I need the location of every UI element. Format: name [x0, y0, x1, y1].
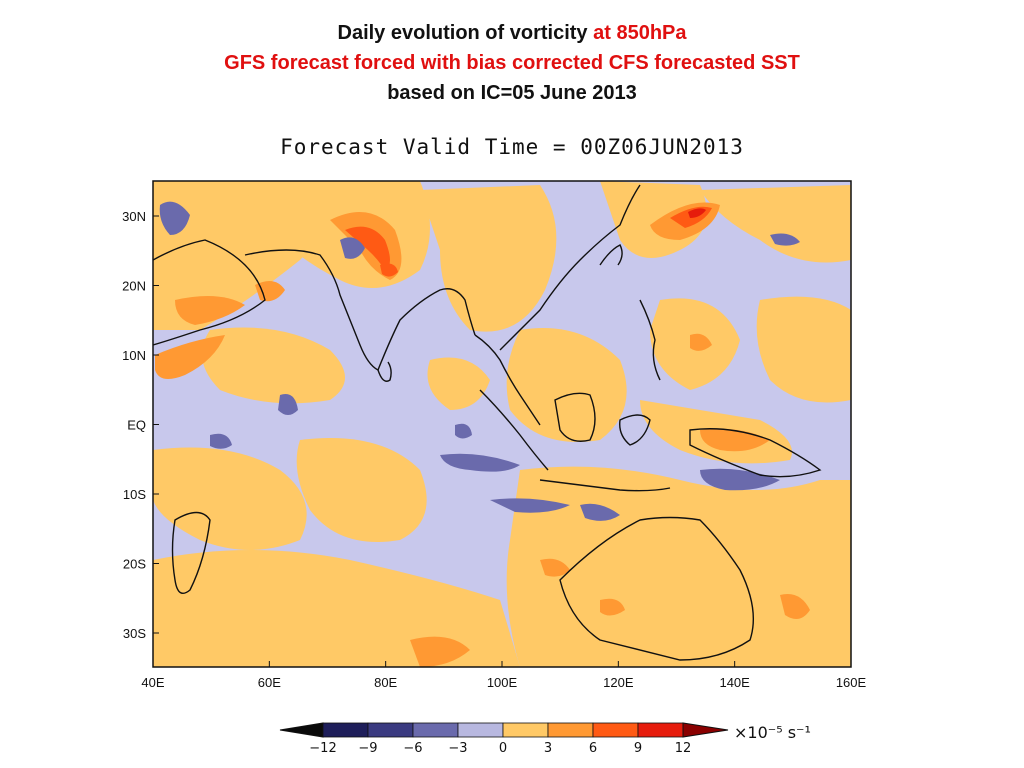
y-tick-label: EQ	[127, 418, 146, 433]
title-line-1: Daily evolution of vorticity at 850hPa	[0, 18, 1024, 48]
forecast-valid-time: Forecast Valid Time = 00Z06JUN2013	[280, 135, 744, 159]
colorbar-swatch	[322, 722, 369, 738]
y-tick-label: 10S	[123, 487, 146, 502]
x-axis: 40E 60E 80E 100E 120E 140E 160E	[141, 661, 867, 690]
colorbar-label: −12	[309, 741, 336, 756]
colorbar-label: −6	[403, 741, 422, 756]
y-tick-label: 30S	[123, 626, 146, 641]
colorbar-swatch	[367, 722, 414, 738]
y-tick-label: 30N	[122, 209, 146, 224]
colorbar-label: 0	[499, 741, 507, 756]
colorbar-units: ×10⁻⁵ s⁻¹	[734, 723, 811, 742]
colorbar-label: 9	[634, 741, 642, 756]
y-tick-label: 20N	[122, 279, 146, 294]
colorbar-swatch	[457, 722, 504, 738]
colorbar-label: 3	[544, 741, 552, 756]
title-block: Daily evolution of vorticity at 850hPa G…	[0, 18, 1024, 108]
coastlines	[153, 184, 822, 661]
colorbar-swatch	[547, 722, 594, 738]
colorbar-min-arrow	[279, 722, 324, 738]
x-tick-label: 160E	[836, 675, 867, 690]
y-tick-label: 10N	[122, 348, 146, 363]
x-tick-label: 120E	[603, 675, 634, 690]
colorbar-swatch	[592, 722, 639, 738]
negative-vorticity-regions	[159, 201, 800, 521]
title-line-2: GFS forecast forced with bias corrected …	[224, 52, 800, 74]
x-tick-label: 60E	[258, 675, 281, 690]
colorbar-label: −3	[448, 741, 467, 756]
x-tick-label: 80E	[374, 675, 397, 690]
colorbar-swatch	[502, 722, 549, 738]
colorbar-max-arrow	[682, 722, 729, 738]
vorticity-field	[153, 181, 851, 667]
colorbar-swatch	[412, 722, 459, 738]
colorbar-swatch	[637, 722, 684, 738]
title-line-3: based on IC=05 June 2013	[387, 82, 637, 104]
x-tick-label: 40E	[141, 675, 164, 690]
title-main: Daily evolution of vorticity	[337, 22, 594, 44]
y-tick-label: 20S	[123, 557, 146, 572]
colorbar: −12 −9 −6 −3 0 3 6 9 12	[279, 722, 729, 756]
colorbar-label: 6	[589, 741, 597, 756]
title-level: at 850hPa	[593, 22, 687, 44]
x-tick-label: 100E	[487, 675, 518, 690]
colorbar-label: 12	[675, 741, 692, 756]
colorbar-label: −9	[358, 741, 377, 756]
max-positive-cores	[688, 208, 706, 218]
y-axis: 30N 20N 10N EQ 10S 20S 30S	[122, 209, 159, 641]
x-tick-label: 140E	[719, 675, 750, 690]
